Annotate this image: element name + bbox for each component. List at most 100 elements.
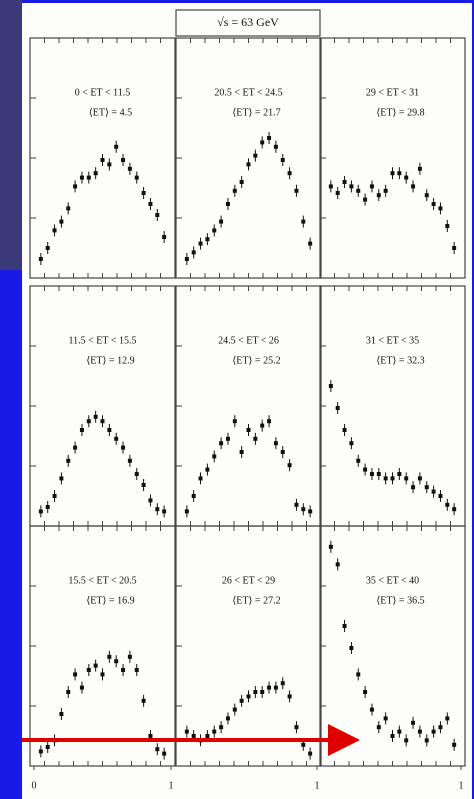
data-point: [66, 206, 71, 211]
data-point: [452, 507, 457, 512]
mean-label: ⟨ET⟩ = 32.3: [376, 355, 424, 366]
data-point: [253, 436, 258, 441]
data-point: [253, 690, 258, 694]
data-point: [452, 246, 457, 250]
data-point: [390, 734, 395, 738]
data-point: [369, 184, 374, 189]
data-point: [73, 672, 78, 677]
data-point: [219, 219, 224, 224]
data-point: [141, 191, 146, 195]
data-point: [191, 734, 196, 738]
data-point: [121, 158, 126, 162]
data-point: [349, 646, 354, 650]
data-point: [308, 241, 313, 246]
data-point: [308, 509, 313, 514]
data-point: [225, 436, 230, 441]
data-point: [225, 716, 230, 721]
data-point: [191, 250, 196, 255]
data-point: [45, 246, 50, 250]
data-point: [100, 158, 105, 162]
data-point: [59, 219, 64, 224]
data-point: [376, 725, 381, 730]
data-point: [100, 672, 105, 677]
data-point: [280, 450, 285, 454]
data-point: [38, 509, 43, 514]
data-point: [397, 472, 402, 476]
data-point: [134, 472, 139, 476]
data-point: [155, 213, 160, 217]
data-point: [198, 241, 203, 246]
data-point: [141, 483, 146, 487]
data-point: [134, 175, 139, 180]
data-point: [376, 472, 381, 476]
data-point: [417, 476, 422, 481]
data-point: [273, 144, 278, 149]
range-label: 15.5 < ET < 20.5: [68, 575, 136, 586]
data-point: [445, 224, 450, 228]
mean-label: ⟨ET⟩ = 29.8: [376, 107, 424, 118]
mean-label: ⟨ET⟩ = 27.2: [232, 595, 280, 606]
data-point: [79, 428, 84, 432]
data-point: [273, 685, 278, 690]
data-point: [431, 202, 436, 206]
data-point: [267, 419, 272, 424]
data-point: [239, 180, 244, 184]
data-point: [356, 458, 361, 463]
data-point: [219, 441, 224, 446]
data-point: [342, 180, 347, 184]
data-point: [38, 749, 43, 754]
data-point: [121, 445, 126, 450]
data-point: [127, 458, 132, 463]
data-point: [260, 690, 265, 694]
data-point: [184, 509, 189, 514]
data-point: [417, 729, 422, 734]
data-point: [287, 694, 292, 699]
data-point: [107, 654, 112, 659]
data-point: [445, 716, 450, 721]
data-point: [155, 747, 160, 752]
data-point: [301, 219, 306, 224]
data-point: [287, 171, 292, 176]
data-point: [93, 663, 98, 668]
data-point: [376, 193, 381, 198]
figure-paper: [22, 3, 472, 799]
data-point: [148, 498, 153, 503]
data-point: [212, 729, 217, 734]
data-point: [246, 428, 251, 432]
data-point: [93, 414, 98, 419]
data-point: [363, 690, 368, 694]
data-point: [411, 485, 416, 490]
chart-title: √s = 63 GeV: [217, 15, 279, 29]
data-point: [232, 707, 237, 712]
data-point: [191, 494, 196, 498]
data-point: [127, 654, 132, 659]
data-point: [127, 166, 132, 171]
data-point: [219, 725, 224, 730]
data-point: [328, 184, 333, 189]
mean-label: ⟨ET⟩ = 25.2: [232, 355, 280, 366]
data-point: [397, 729, 402, 734]
data-point: [184, 729, 189, 734]
data-point: [301, 507, 306, 512]
range-label: 26 < ET < 29: [222, 575, 275, 586]
data-point: [155, 507, 160, 512]
data-point: [335, 191, 340, 195]
mean-label: ⟨ET⟩ = 12.9: [86, 355, 134, 366]
data-point: [424, 193, 429, 198]
data-point: [308, 751, 313, 756]
mean-label: ⟨ET⟩ = 21.7: [232, 107, 280, 118]
data-point: [232, 188, 237, 193]
data-point: [280, 681, 285, 686]
data-point: [335, 562, 340, 567]
data-point: [356, 188, 361, 193]
data-point: [424, 738, 429, 743]
x-tick-label: 1: [315, 780, 320, 791]
data-point: [86, 668, 91, 672]
data-point: [383, 716, 388, 721]
data-point: [212, 454, 217, 459]
data-point: [369, 707, 374, 712]
mean-label: ⟨ET⟩ = 36.5: [376, 595, 424, 606]
data-point: [205, 467, 210, 472]
data-point: [452, 742, 457, 747]
data-point: [404, 738, 409, 743]
